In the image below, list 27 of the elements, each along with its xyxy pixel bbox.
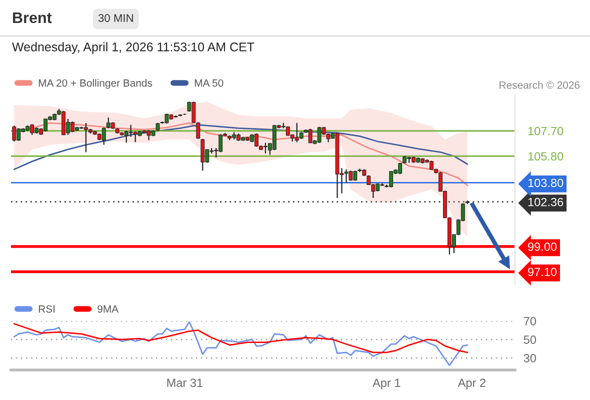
legend-label: 9MA: [98, 305, 119, 313]
x-tick-label: Apr 1: [372, 378, 400, 390]
line-series: [13, 122, 468, 186]
y-tick-label: 103.80: [528, 178, 564, 188]
y-tick-label: 70: [524, 317, 536, 326]
line-series: [13, 323, 468, 354]
line-series: [13, 321, 468, 366]
chart-title: Brent: [13, 12, 52, 24]
line-series: [13, 124, 468, 170]
candlestick: [200, 138, 205, 172]
legend-label: MA 20 + Bollinger Bands: [38, 79, 152, 89]
y-tick-label: 102.36: [528, 198, 564, 206]
legend-label: MA 50: [194, 79, 224, 87]
candlestick: [12, 125, 16, 142]
y-tick-label: 97.10: [528, 268, 557, 276]
y-tick-label: 50: [524, 336, 536, 344]
chart-subtitle: Wednesday, April 1, 2026 11:53:10 AM CET: [12, 42, 254, 54]
y-tick-label: 30: [524, 354, 536, 362]
y-tick-label: 105.80: [528, 152, 564, 161]
candlestick: [102, 126, 106, 146]
x-tick-label: Apr 2: [458, 378, 486, 390]
y-tick-label: 107.70: [528, 126, 564, 136]
text: Research © 2026: [500, 81, 580, 89]
x-tick-label: Mar 31: [167, 378, 202, 388]
y-tick-label: 99.00: [528, 242, 557, 251]
legend-label: RSI: [38, 305, 54, 313]
text: 30 MIN: [98, 14, 133, 22]
